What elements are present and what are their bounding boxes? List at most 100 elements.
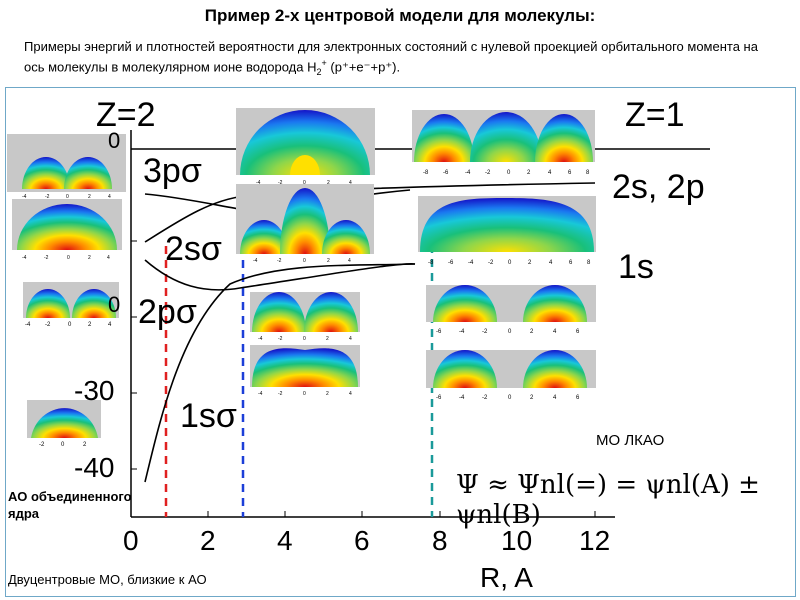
svg-text:-6: -6 [443, 170, 449, 176]
svg-text:0: 0 [303, 336, 306, 342]
y-tick-partial-lower: 0 [108, 292, 121, 317]
density-inset-left-third: -4 -2 0 2 4 [23, 282, 119, 328]
svg-text:4: 4 [349, 336, 352, 342]
subtitle-superscript: + [321, 58, 327, 68]
svg-text:0: 0 [508, 395, 512, 401]
svg-text:4: 4 [349, 180, 352, 186]
svg-text:-2: -2 [44, 255, 49, 261]
svg-text:0: 0 [303, 258, 306, 264]
density-inset-right-top: -8 -6 -4 -2 0 2 4 6 8 [412, 110, 595, 176]
svg-text:4: 4 [108, 194, 111, 200]
svg-text:-2: -2 [488, 260, 494, 266]
formula-text: Ψ ≈ Ψnl(=) = ψnl(A) ± ψnl(B) [456, 470, 760, 530]
svg-text:-4: -4 [459, 329, 465, 335]
svg-text:-4: -4 [468, 260, 474, 266]
svg-text:-4: -4 [22, 255, 27, 261]
subtitle-tail: (p⁺+e⁻+p⁺). [326, 59, 401, 75]
density-inset-right-second: -8 -6 -4 -2 0 2 4 6 8 [418, 196, 596, 266]
subtitle-main: Примеры энергий и плотностей вероятности… [24, 39, 758, 75]
svg-text:-2: -2 [482, 395, 488, 401]
svg-text:-4: -4 [22, 194, 27, 200]
svg-text:0: 0 [303, 180, 306, 186]
svg-text:-2: -2 [277, 258, 282, 264]
svg-text:4: 4 [548, 170, 552, 176]
slide-subtitle: Примеры энергий и плотностей вероятности… [24, 38, 764, 81]
svg-text:6: 6 [569, 260, 573, 266]
svg-text:4: 4 [349, 391, 352, 397]
density-inset-right-third: -6 -4 -2 0 2 4 6 [426, 285, 596, 335]
svg-text:-4: -4 [258, 391, 263, 397]
svg-text:-2: -2 [45, 194, 50, 200]
x-tick-8: 8 [432, 525, 448, 556]
svg-text:6: 6 [576, 329, 580, 335]
y-tick-marks [131, 240, 137, 470]
state-label-3p-sigma: 3pσ [143, 152, 202, 190]
svg-text:-4: -4 [25, 322, 31, 328]
lcao-label: МО ЛКАО [596, 432, 665, 449]
x-tick-6: 6 [354, 525, 370, 556]
right-label-1s: 1s [618, 248, 654, 286]
x-axis-label: R, A [480, 562, 533, 593]
svg-text:2: 2 [88, 194, 91, 200]
lcao-formula: Ψ ≈ Ψnl(=) = ψnl(A) ± ψnl(B) [456, 470, 800, 530]
svg-text:-4: -4 [253, 258, 258, 264]
x-tick-10: 10 [501, 525, 533, 556]
y-tick-minus-30: -30 [74, 375, 115, 406]
svg-text:4: 4 [553, 395, 557, 401]
z-right-label: Z=1 [625, 96, 685, 134]
svg-text:-2: -2 [485, 170, 491, 176]
y-tick-partial-upper: 0 [108, 128, 121, 153]
svg-text:0: 0 [66, 194, 69, 200]
two-center-mo-label: Двуцентровые МО, близкие к АО [8, 572, 207, 587]
density-inset-left-bottom: -2 0 2 [27, 400, 101, 448]
x-tick-marks [130, 511, 596, 517]
svg-text:2: 2 [530, 329, 534, 335]
curve-2p-sigma [144, 259, 416, 291]
svg-text:-2: -2 [39, 442, 45, 448]
svg-text:0: 0 [67, 255, 70, 261]
svg-text:2: 2 [88, 255, 91, 261]
svg-text:8: 8 [587, 260, 591, 266]
svg-text:-4: -4 [258, 336, 263, 342]
svg-text:2: 2 [326, 391, 329, 397]
svg-text:4: 4 [348, 258, 351, 264]
slide-title: Пример 2-х центровой модели для молекулы… [204, 6, 596, 25]
svg-text:4: 4 [108, 322, 112, 328]
right-label-2s-2p: 2s, 2p [612, 168, 705, 206]
svg-text:-2: -2 [482, 329, 488, 335]
svg-text:-6: -6 [436, 395, 442, 401]
density-inset-center-third: -4 -2 0 2 4 [250, 292, 360, 342]
ao-united-nucleus-label: АО объединенного ядра [8, 489, 132, 521]
svg-text:-2: -2 [278, 336, 283, 342]
svg-text:2: 2 [530, 395, 534, 401]
svg-text:6: 6 [568, 170, 572, 176]
svg-text:-2: -2 [45, 322, 51, 328]
x-tick-0: 0 [123, 525, 139, 556]
svg-text:-2: -2 [278, 180, 283, 186]
density-inset-center-second: -4 -2 0 2 4 [236, 184, 374, 264]
svg-text:4: 4 [107, 255, 110, 261]
svg-text:4: 4 [553, 329, 557, 335]
x-tick-12: 12 [579, 525, 611, 556]
svg-text:-8: -8 [428, 260, 434, 266]
svg-text:-2: -2 [278, 391, 283, 397]
svg-text:4: 4 [549, 260, 553, 266]
z-left-label: Z=2 [96, 96, 156, 134]
svg-text:2: 2 [327, 180, 330, 186]
svg-text:-4: -4 [256, 180, 261, 186]
x-tick-4: 4 [277, 525, 293, 556]
svg-text:0: 0 [507, 170, 511, 176]
density-inset-right-fourth: -6 -4 -2 0 2 4 6 [426, 350, 596, 401]
svg-text:-4: -4 [459, 395, 465, 401]
density-inset-center-top: -4 -2 0 2 4 [236, 108, 375, 186]
density-inset-left-second: -4 -2 0 2 4 [12, 199, 122, 261]
svg-text:-6: -6 [448, 260, 454, 266]
svg-text:8: 8 [586, 170, 590, 176]
svg-text:-6: -6 [436, 329, 442, 335]
svg-text:0: 0 [61, 442, 65, 448]
svg-text:2: 2 [528, 260, 532, 266]
svg-text:0: 0 [303, 391, 306, 397]
svg-text:6: 6 [576, 395, 580, 401]
svg-text:0: 0 [508, 260, 512, 266]
